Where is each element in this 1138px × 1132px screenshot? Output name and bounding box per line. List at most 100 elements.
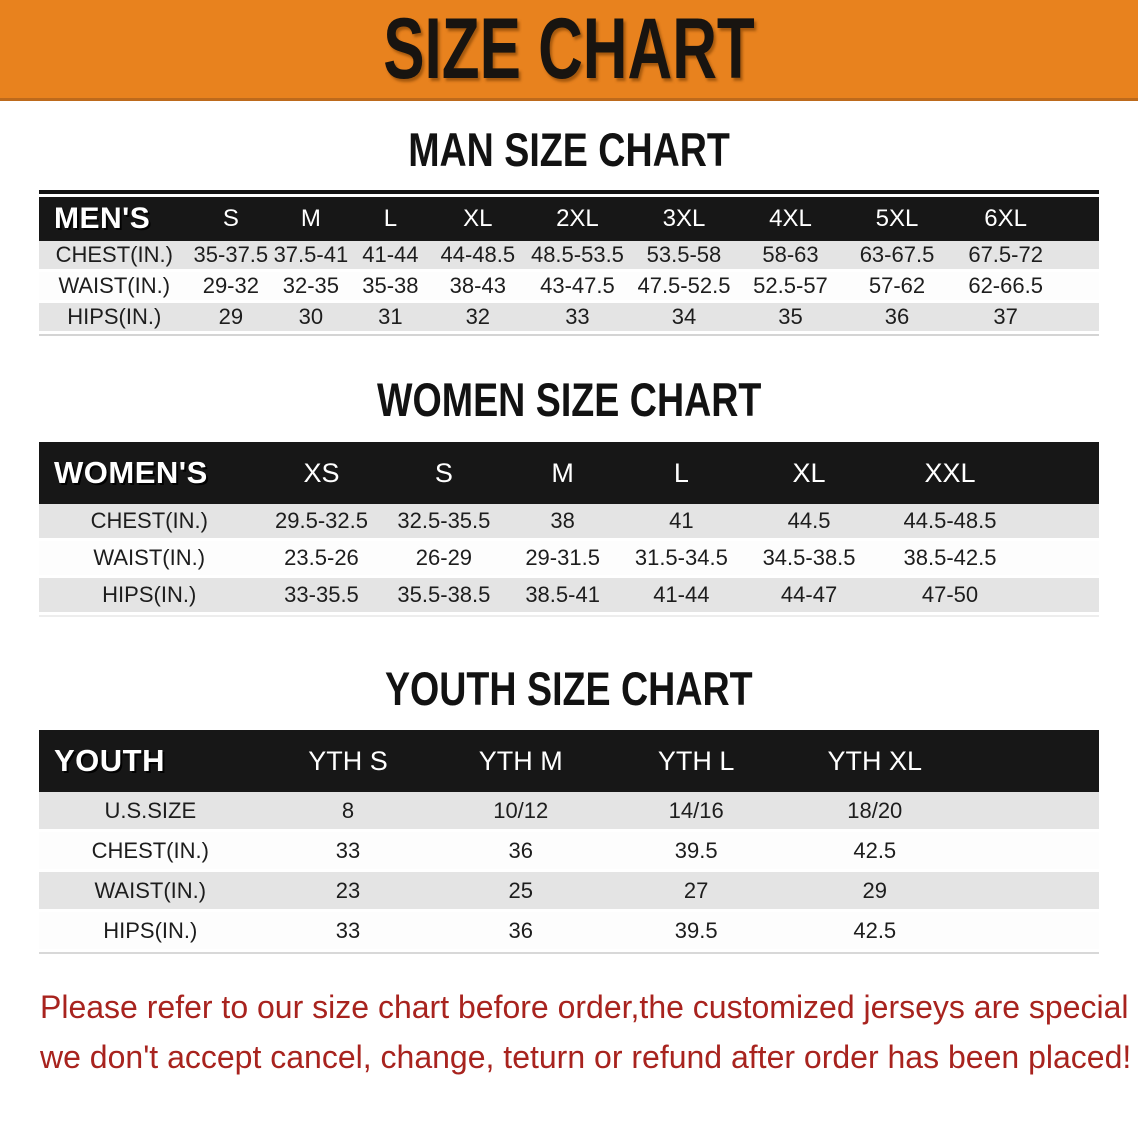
- measure-row: HIPS(IN.) 33 36 39.5 42.5: [39, 912, 1099, 952]
- size-value: 33: [261, 912, 435, 952]
- size-value: 41: [620, 504, 742, 541]
- size-value: 39.5: [607, 912, 786, 952]
- size-value: 27: [607, 872, 786, 912]
- measure-row: HIPS(IN.) 29 30 31 32 33 34 35 36 37: [39, 303, 1099, 334]
- size-chart-page: MAN SIZE CHART MEN'S S M L XL 2XL 3XL 4XL 5XL 6XL…: [0, 126, 1138, 1082]
- size-column-header: 2XL: [524, 197, 631, 241]
- size-value: 62-66.5: [950, 272, 1061, 303]
- size-value: 35-38: [349, 272, 432, 303]
- mens-section-title: MAN SIZE CHART: [0, 126, 1138, 173]
- row-spacer: [964, 792, 1099, 832]
- measure-row: WAIST(IN.) 23 25 27 29: [39, 872, 1099, 912]
- row-spacer: [1060, 241, 1099, 272]
- size-column-header: YTH L: [607, 730, 786, 792]
- size-value: 58-63: [737, 241, 844, 272]
- size-value: 35: [737, 303, 844, 334]
- size-value: 38-43: [431, 272, 525, 303]
- measure-row: WAIST(IN.) 23.5-26 26-29 29-31.5 31.5-34.5 34…: [39, 541, 1099, 578]
- header-spacer: [1023, 442, 1099, 504]
- header-spacer: [964, 730, 1099, 792]
- disclaimer-line-1: Please refer to our size chart before or…: [40, 989, 1138, 1025]
- size-value: 33-35.5: [259, 578, 384, 615]
- size-column-header: S: [189, 197, 273, 241]
- womens-table-wrapper: WOMEN'S XS S M L XL XXL CHEST(IN.) 29.5-32.5 32.5…: [39, 442, 1099, 617]
- mens-table-label: MEN'S: [39, 197, 190, 241]
- size-value: 36: [434, 912, 608, 952]
- size-value: 44.5: [741, 504, 877, 541]
- measure-label: HIPS(IN.): [39, 578, 260, 615]
- size-value: 47.5-52.5: [630, 272, 738, 303]
- size-value: 44-47: [741, 578, 877, 615]
- size-value: 34.5-38.5: [741, 541, 877, 578]
- size-value: 14/16: [607, 792, 786, 832]
- size-value: 30: [272, 303, 350, 334]
- disclaimer-line-2: we don't accept cancel, change, teturn o…: [40, 1039, 1132, 1075]
- size-column-header: XXL: [876, 442, 1024, 504]
- measure-label: CHEST(IN.): [39, 241, 190, 272]
- womens-size-section: WOMEN SIZE CHART WOMEN'S XS S M L XL XXL CHEST(…: [0, 376, 1138, 617]
- measure-label: WAIST(IN.): [39, 272, 190, 303]
- size-value: 32-35: [272, 272, 350, 303]
- size-value: 41-44: [620, 578, 742, 615]
- measure-row: WAIST(IN.) 29-32 32-35 35-38 38-43 43-47.5 47.…: [39, 272, 1099, 303]
- size-column-header: YTH M: [434, 730, 608, 792]
- size-column-header: M: [272, 197, 350, 241]
- size-value: 33: [261, 832, 435, 872]
- row-spacer: [1023, 504, 1099, 541]
- measure-row: HIPS(IN.) 33-35.5 35.5-38.5 38.5-41 41-44 44-…: [39, 578, 1099, 615]
- disclaimer: Please refer to our size chart before or…: [40, 982, 1138, 1082]
- size-value: 36: [434, 832, 608, 872]
- mens-table-wrapper: MEN'S S M L XL 2XL 3XL 4XL 5XL 6XL CHEST(IN.) 35-37…: [39, 190, 1099, 336]
- size-value: 35.5-38.5: [383, 578, 505, 615]
- size-value: 38.5-42.5: [876, 541, 1024, 578]
- measure-label: CHEST(IN.): [39, 832, 262, 872]
- youth-section-title: YOUTH SIZE CHART: [0, 665, 1138, 712]
- measure-row: CHEST(IN.) 33 36 39.5 42.5: [39, 832, 1099, 872]
- measure-label: WAIST(IN.): [39, 541, 260, 578]
- youth-header-row: YOUTH YTH S YTH M YTH L YTH XL: [39, 730, 1099, 792]
- size-value: 29.5-32.5: [259, 504, 384, 541]
- size-value: 44-48.5: [431, 241, 525, 272]
- size-column-header: XL: [431, 197, 525, 241]
- size-column-header: 5XL: [843, 197, 951, 241]
- size-value: 39.5: [607, 832, 786, 872]
- size-value: 37.5-41: [272, 241, 350, 272]
- size-column-header: 3XL: [630, 197, 738, 241]
- size-value: 31: [349, 303, 432, 334]
- size-value: 38: [504, 504, 621, 541]
- size-value: 36: [843, 303, 951, 334]
- row-spacer: [1060, 303, 1099, 334]
- womens-section-title: WOMEN SIZE CHART: [0, 376, 1138, 423]
- youth-size-table: YOUTH YTH S YTH M YTH L YTH XL U.S.SIZE 8 10/12…: [39, 730, 1099, 952]
- measure-label: HIPS(IN.): [39, 303, 190, 334]
- size-column-header: XL: [741, 442, 877, 504]
- youth-table-wrapper: YOUTH YTH S YTH M YTH L YTH XL U.S.SIZE 8 10/12…: [39, 730, 1099, 954]
- mens-section-title-text: MAN SIZE CHART: [408, 123, 730, 176]
- size-value: 33: [524, 303, 631, 334]
- header-spacer: [1060, 197, 1099, 241]
- measure-row: CHEST(IN.) 29.5-32.5 32.5-35.5 38 41 44.5 44.5…: [39, 504, 1099, 541]
- measure-row: CHEST(IN.) 35-37.5 37.5-41 41-44 44-48.5 48.5…: [39, 241, 1099, 272]
- size-value: 57-62: [843, 272, 951, 303]
- row-spacer: [964, 832, 1099, 872]
- size-chart-banner: SIZE CHART: [0, 0, 1138, 101]
- mens-size-section: MAN SIZE CHART MEN'S S M L XL 2XL 3XL 4XL 5XL 6XL…: [0, 126, 1138, 336]
- womens-table-label: WOMEN'S: [39, 442, 260, 504]
- size-value: 23: [261, 872, 435, 912]
- womens-header-row: WOMEN'S XS S M L XL XXL: [39, 442, 1099, 504]
- size-value: 32: [431, 303, 525, 334]
- size-value: 42.5: [785, 832, 965, 872]
- size-value: 23.5-26: [259, 541, 384, 578]
- row-spacer: [964, 912, 1099, 952]
- size-value: 32.5-35.5: [383, 504, 505, 541]
- size-value: 37: [950, 303, 1061, 334]
- womens-size-table: WOMEN'S XS S M L XL XXL CHEST(IN.) 29.5-32.5 32.5…: [39, 442, 1099, 615]
- mens-header-row: MEN'S S M L XL 2XL 3XL 4XL 5XL 6XL: [39, 197, 1099, 241]
- size-value: 63-67.5: [843, 241, 951, 272]
- size-value: 10/12: [434, 792, 608, 832]
- row-spacer: [1023, 541, 1099, 578]
- youth-section-title-text: YOUTH SIZE CHART: [385, 662, 753, 715]
- measure-label: CHEST(IN.): [39, 504, 260, 541]
- size-value: 35-37.5: [189, 241, 273, 272]
- size-column-header: YTH S: [261, 730, 435, 792]
